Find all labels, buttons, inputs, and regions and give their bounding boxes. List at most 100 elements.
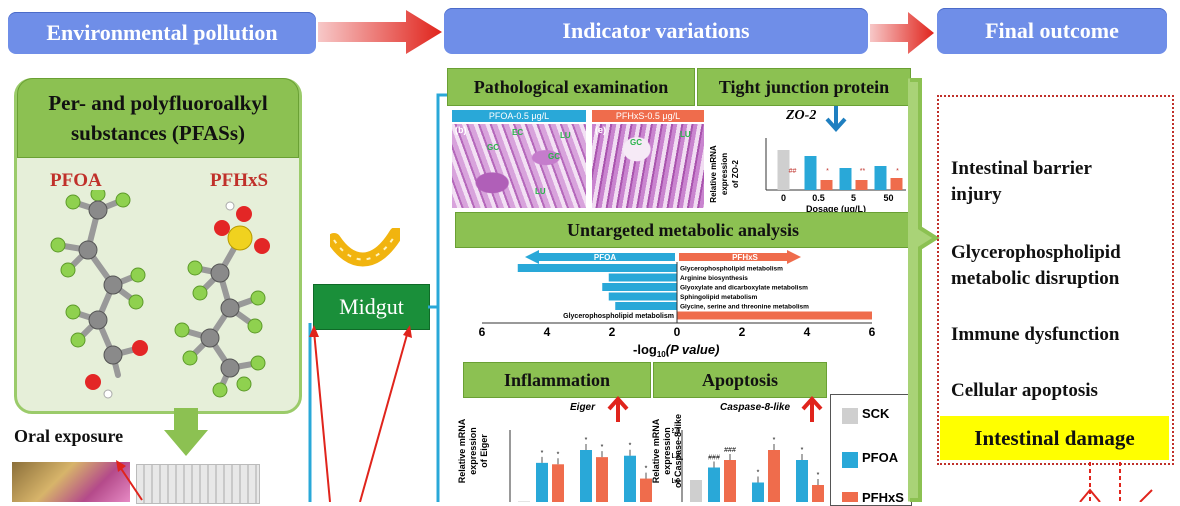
midgut-connector [308,93,448,502]
caspase-bar-chart: 2.01.51.00.5######**** [672,428,824,502]
eiger-ylabel-line1: Relative mRNA expression [457,418,478,484]
metabolic-x-tick: 6 [479,325,486,339]
caspase-bar [796,460,808,502]
pfoa-group-arrow [537,253,675,261]
histology-image-pfoa [452,124,586,208]
zo2-bar [839,168,852,190]
zo2-bar [820,180,833,190]
zo2-x-tick: 50 [883,193,893,203]
tab-pfhxs: PFHxS-0.5 μg/L [592,110,704,122]
zo2-sig-label: ## [789,168,797,175]
zo2-bar [804,156,817,190]
eiger-sig-label: * [601,444,604,451]
pfhxs-group-label: PFHxS [732,253,758,262]
caspase-bar [724,460,736,502]
pfhxs-molecule [174,201,270,398]
caspase-bar [752,482,764,502]
pfas-title-line2: substances (PFASs) [70,121,246,145]
zo2-bar-chart: 0 ## 0.5 * 5 ** 50 * Dosage (μg/L) [765,138,906,214]
pfoa-group-arrowhead [525,250,539,264]
eiger-gene-title: Eiger [570,402,596,413]
metabolic-bar-pfhxs [677,311,872,320]
legend-swatch-pfoa [842,452,858,468]
zo2-ylabel-line1: Relative mRNA expression [709,145,729,203]
header-environmental-pollution: Environmental pollution [8,12,316,54]
outcome-glycero-line2: metabolic disruption [951,268,1120,289]
tissue-label-gc: GC [487,143,499,152]
down-arrow-green [164,408,208,456]
legend-label-sck: SCK [862,406,890,421]
zo2-sig-label: * [826,168,829,175]
pfoa-label: PFOA [50,170,102,191]
metabolic-x-label: -log10(P value) [633,342,719,359]
header-final-outcome: Final outcome [937,8,1167,54]
metabolic-bar-chart: PFOA PFHxS Glycerophospholipid metabolism A… [479,250,876,359]
eiger-sig-label: * [629,443,632,450]
eiger-bar [536,462,548,502]
final-intestinal-damage: Intestinal damage [940,416,1169,460]
metabolic-bar-pfoa [608,273,677,282]
outcome-barrier-injury: Intestinal barrier injury [951,156,1092,208]
legend-label-pfoa: PFOA [862,450,899,465]
outcome-glycero-line1: Glycerophospholipid [951,242,1121,263]
pathological-examination-title: Pathological examination [447,68,695,106]
outcome-cellular-apoptosis: Cellular apoptosis [951,380,1098,401]
eiger-ylabel-line2: of Eiger [479,434,489,468]
eiger-sig-label: * [585,437,588,444]
zo2-sig-label: ** [860,168,866,175]
pfas-title-box: Per- and polyfluoroalkyl substances (PFA… [17,78,299,158]
zo2-ylabel: Relative mRNA expression of ZO-2 [708,124,740,224]
metabolic-bar-pfoa [517,264,677,272]
bee-photo [12,462,130,502]
pfas-title-line1: Per- and polyfluoroalkyl [48,91,268,115]
eiger-up-arrow [607,396,629,422]
eiger-bar-chart: * * * * * * [509,430,652,502]
outcome-immune-dysfunction: Immune dysfunction [951,324,1120,345]
tissue-label-lu: LU [680,130,691,139]
zo2-bar [855,180,868,190]
zo2-x-tick: 0 [781,193,786,203]
caspase-sig-label: * [801,447,804,454]
eiger-bar [624,455,636,502]
outcome-glycerophospholipid: Glycerophospholipid metabolic disruption [951,240,1121,292]
metabolic-bar-pfoa [615,302,677,310]
caspase-sig-label: ### [724,447,736,454]
metabolic-pathway-label: Sphingolipid metabolism [680,294,758,301]
oral-exposure-label: Oral exposure [14,426,124,446]
arrow-indicator-to-final [870,12,934,54]
caspase-sig-label: * [773,437,776,444]
metabolic-pathway-label: Glycerophospholipid metabolism [680,266,783,273]
zo2-bar [777,150,790,190]
bottom-dashed-arrows [1079,462,1153,502]
caspase-gene-title: Caspase-8-like [720,402,791,413]
tight-junction-title: Tight junction protein [697,68,911,106]
eiger-bar [596,457,608,502]
metabolic-bar-pfoa [608,292,677,301]
untargeted-metabolic-title: Untargeted metabolic analysis [455,212,911,248]
caspase-bar [708,467,720,502]
panel-e-label: (e) [595,125,606,135]
zo2-x-tick: 5 [851,193,856,203]
eiger-sig-label: * [541,450,544,457]
outcome-bracket [908,78,940,502]
zo2-bar [874,166,887,190]
legend-swatch-sck [842,408,858,424]
exposure-arrow [116,460,143,501]
metabolic-x-tick: 4 [804,325,811,339]
zo2-ylabel-line2: of ZO-2 [731,160,740,188]
caspase-bar [812,485,824,502]
caspase-y-tick: 2.0 [672,428,680,435]
caspase-up-arrow [801,396,823,422]
tissue-label-gc: GC [548,152,560,161]
pfhxs-group-arrowhead [787,250,801,264]
metabolic-x-tick: 6 [869,325,876,339]
apoptosis-title: Apoptosis [653,362,827,398]
zo2-gene-title: ZO-2 [786,108,817,123]
zo2-down-arrow [825,106,847,132]
metabolic-pathway-label: Glyoxylate and dicarboxylate metabolism [680,285,808,292]
header-indicator-variations: Indicator variations [444,8,868,54]
larva-icon [330,228,400,267]
eiger-sig-label: * [645,466,648,473]
caspase-sig-label: * [817,472,820,479]
caspase-sig-label: * [757,470,760,477]
